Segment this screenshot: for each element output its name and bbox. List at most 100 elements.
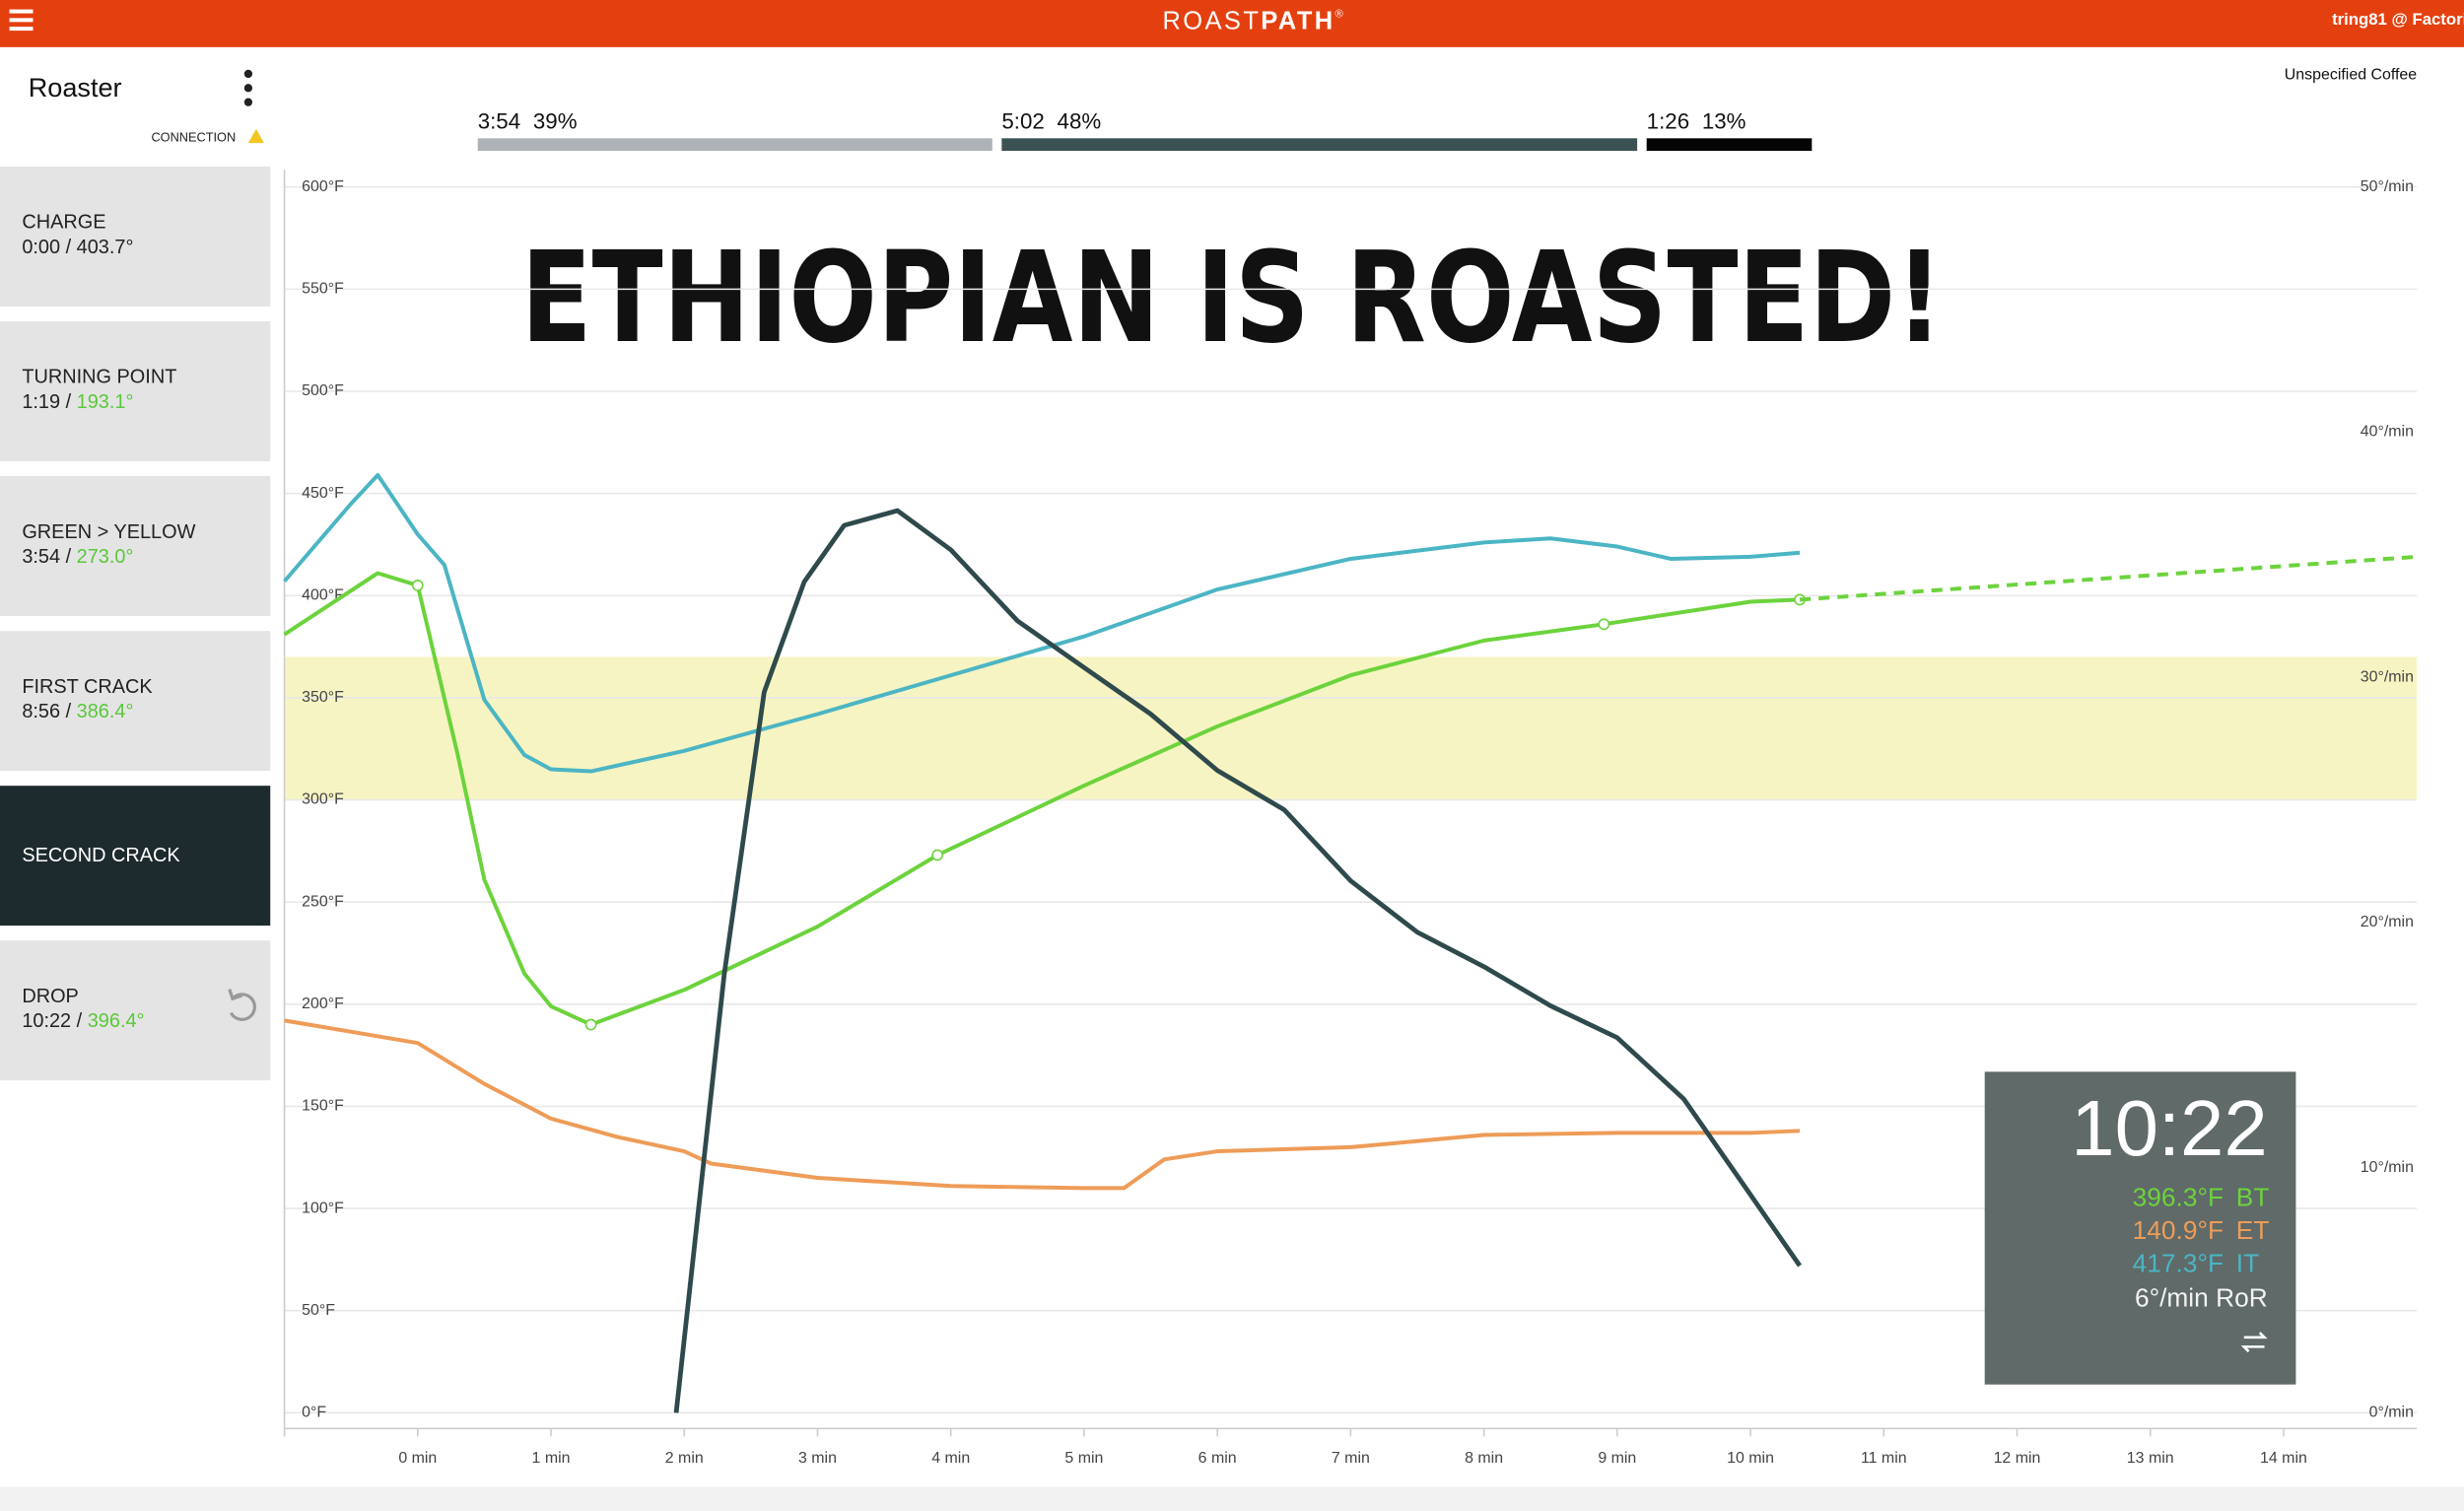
phase-time: 3:54 bbox=[478, 108, 520, 133]
x-tick-label: 6 min bbox=[1198, 1450, 1237, 1467]
readout-value: 140.9°F bbox=[2133, 1215, 2224, 1245]
event-marker bbox=[411, 580, 424, 591]
event-time: 3:54 bbox=[22, 546, 60, 568]
brand-light: ROAST bbox=[1163, 7, 1262, 34]
event-button[interactable]: DROP 10:22 / 396.4° bbox=[0, 940, 271, 1081]
y-tick-label: 250°F bbox=[302, 893, 344, 910]
y-tick-label: 300°F bbox=[302, 791, 344, 808]
event-bg bbox=[0, 321, 271, 461]
phase-percent: 39% bbox=[533, 108, 578, 133]
event-marker bbox=[931, 849, 944, 861]
x-tick-label: 3 min bbox=[798, 1450, 837, 1467]
y-tick-label: 450°F bbox=[302, 485, 344, 502]
y-tick-label: 550°F bbox=[302, 281, 344, 298]
brand-bold: PATH bbox=[1261, 7, 1335, 34]
readout-ror: 6°/min RoR bbox=[2135, 1283, 2268, 1313]
kebab-menu[interactable] bbox=[243, 69, 253, 106]
connection-label: CONNECTION bbox=[151, 130, 236, 145]
x-tick-label: 8 min bbox=[1465, 1450, 1503, 1467]
x-tick-label: 14 min bbox=[2260, 1450, 2307, 1467]
event-temp: 273.0° bbox=[77, 546, 134, 568]
y2-tick-label: 50°/min bbox=[2361, 178, 2414, 195]
readout-row: 140.9°F bbox=[2133, 1215, 2224, 1245]
y-tick-label: 0°F bbox=[302, 1405, 326, 1421]
y-tick-label: 50°F bbox=[302, 1302, 335, 1319]
y-tick-label: 600°F bbox=[302, 178, 344, 195]
event-separator: / bbox=[60, 391, 77, 413]
y-tick-label: 350°F bbox=[302, 689, 344, 706]
readout-row: 417.3°F bbox=[2133, 1248, 2224, 1277]
event-button[interactable]: GREEN > YELLOW 3:54 / 273.0° bbox=[0, 476, 271, 616]
event-separator: / bbox=[71, 1010, 88, 1032]
sidebar-title: Roaster bbox=[29, 72, 122, 103]
event-bg bbox=[0, 940, 271, 1081]
series-line bbox=[283, 472, 1801, 774]
x-tick-label: 1 min bbox=[532, 1450, 571, 1467]
phase-percent: 13% bbox=[1702, 108, 1746, 133]
y2-tick-label: 10°/min bbox=[2361, 1159, 2414, 1176]
event-bg bbox=[0, 631, 271, 772]
event-temp: 396.4° bbox=[88, 1010, 145, 1032]
event-button[interactable]: CHARGE 0:00 / 403.7° bbox=[0, 167, 271, 307]
y2-tick-label: 40°/min bbox=[2361, 424, 2414, 441]
event-value: 0:00 / 403.7° bbox=[22, 237, 133, 258]
event-name: TURNING POINT bbox=[22, 367, 176, 388]
event-button[interactable]: FIRST CRACK 8:56 / 386.4° bbox=[0, 631, 271, 772]
event-name: SECOND CRACK bbox=[22, 845, 180, 866]
y-tick-label: 150°F bbox=[302, 1098, 344, 1115]
phase-bar bbox=[1646, 138, 1813, 152]
phase-label: 5:02 48% bbox=[1001, 108, 1101, 133]
event-marker bbox=[1598, 618, 1610, 631]
y-tick-label: 100°F bbox=[302, 1200, 344, 1216]
x-tick-label: 10 min bbox=[1727, 1450, 1774, 1467]
event-name: FIRST CRACK bbox=[22, 676, 153, 698]
user[interactable]: tring81 @ Factoria bbox=[2332, 10, 2464, 29]
series-line bbox=[1799, 554, 2418, 602]
x-tick-label: 11 min bbox=[1861, 1450, 1907, 1467]
event-button[interactable]: TURNING POINT 1:19 / 193.1° bbox=[0, 321, 271, 461]
event-time: 10:22 bbox=[22, 1010, 71, 1032]
readout-value: 396.3°F bbox=[2133, 1182, 2224, 1211]
warning-icon bbox=[247, 128, 264, 144]
phase-bar bbox=[477, 138, 992, 152]
event-value: 10:22 / 396.4° bbox=[22, 1010, 144, 1032]
event-button[interactable]: SECOND CRACK bbox=[0, 786, 271, 927]
phase-label: 3:54 39% bbox=[478, 108, 578, 133]
x-tick-label: 2 min bbox=[665, 1450, 704, 1467]
readout-bg bbox=[1984, 1071, 2296, 1385]
event-bg bbox=[0, 476, 271, 616]
x-tick-label: 5 min bbox=[1064, 1450, 1103, 1467]
event-time: 1:19 bbox=[22, 391, 60, 413]
event-separator: / bbox=[60, 237, 77, 258]
x-tick-label: 4 min bbox=[931, 1450, 970, 1467]
event-name: CHARGE bbox=[22, 212, 105, 234]
x-tick-label: 12 min bbox=[1994, 1450, 2041, 1467]
x-tick-label: 0 min bbox=[398, 1450, 437, 1467]
x-tick-label: 13 min bbox=[2127, 1450, 2174, 1467]
readout-label: BT bbox=[2236, 1182, 2270, 1211]
event-time: 0:00 bbox=[22, 237, 60, 258]
roast-band bbox=[284, 656, 2418, 800]
y2-tick-label: 0°/min bbox=[2369, 1405, 2414, 1421]
event-bg bbox=[0, 167, 271, 307]
readout-label: IT bbox=[2236, 1248, 2259, 1277]
phase-time: 5:02 bbox=[1001, 108, 1044, 133]
y2-tick-label: 20°/min bbox=[2361, 914, 2414, 930]
event-bg bbox=[0, 786, 271, 927]
event-value: 3:54 / 273.0° bbox=[22, 546, 133, 568]
menu-icon[interactable] bbox=[9, 9, 34, 32]
series-line bbox=[673, 508, 1803, 1413]
event-temp: 403.7° bbox=[77, 237, 134, 258]
undo-icon[interactable] bbox=[228, 989, 256, 1021]
series-line bbox=[284, 1018, 1801, 1191]
event-name: GREEN > YELLOW bbox=[22, 521, 195, 543]
x-tick-label: 7 min bbox=[1332, 1450, 1370, 1467]
brand-mark: ® bbox=[1335, 8, 1346, 20]
y2-tick-label: 30°/min bbox=[2361, 668, 2414, 685]
readout-value: 417.3°F bbox=[2133, 1248, 2224, 1277]
top-bar bbox=[0, 0, 2464, 47]
y-tick-label: 500°F bbox=[302, 382, 344, 399]
swap-icon[interactable] bbox=[2240, 1332, 2268, 1353]
